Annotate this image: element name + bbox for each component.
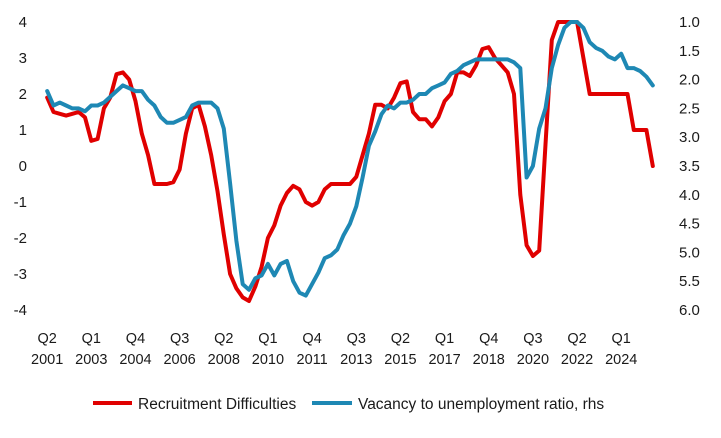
x-axis-quarter-label: Q4 (479, 331, 498, 347)
left-axis-tick-label: -2 (14, 230, 27, 247)
recruitment-difficulties-line (45, 20, 655, 303)
left-axis-tick-label: -3 (14, 266, 27, 283)
x-axis-year-label: 2017 (428, 352, 460, 368)
right-axis-tick-label: 3.5 (679, 158, 700, 175)
x-axis-year-label: 2018 (473, 352, 505, 368)
series-lines (45, 20, 655, 303)
x-axis-year-label: 2013 (340, 352, 372, 368)
x-axis-year-label: 2022 (561, 352, 593, 368)
legend: Recruitment Difficulties Vacancy to unemp… (93, 396, 604, 413)
left-axis-tick-label: 1 (19, 122, 27, 139)
x-axis-quarter-label: Q1 (435, 331, 454, 347)
left-axis-ticks: 4 3 2 1 0 -1 -2 -3 -4 (14, 14, 27, 319)
left-axis-tick-label: 0 (19, 158, 27, 175)
right-axis-tick-label: 1.5 (679, 43, 700, 60)
right-axis-ticks: 1.0 1.5 2.0 2.5 3.0 3.5 4.0 4.5 5.0 5.5 6.0 (679, 14, 700, 319)
right-axis-tick-label: 1.0 (679, 14, 700, 31)
x-axis-year-label: 2011 (297, 352, 328, 368)
x-axis-year-label: 2015 (384, 352, 416, 368)
x-axis-year-label: 2006 (163, 352, 195, 368)
legend-label-vacancy: Vacancy to unemployment ratio, rhs (358, 396, 604, 413)
right-axis-tick-label: 6.0 (679, 302, 700, 319)
right-axis-tick-label: 5.0 (679, 244, 700, 261)
x-axis-year-label: 2004 (119, 352, 151, 368)
right-axis-tick-label: 2.0 (679, 72, 700, 89)
x-axis-quarter-label: Q3 (170, 331, 189, 347)
left-axis-tick-label: -1 (14, 194, 27, 211)
right-axis-tick-label: 2.5 (679, 100, 700, 117)
x-axis-quarter-label: Q2 (567, 331, 586, 347)
right-axis-tick-label: 4.0 (679, 187, 700, 204)
x-axis-quarter-label: Q2 (391, 331, 410, 347)
left-axis-tick-label: 4 (19, 14, 27, 31)
x-axis-quarter-label: Q1 (258, 331, 277, 347)
x-axis-quarter-label: Q3 (523, 331, 542, 347)
x-axis-quarter-label: Q1 (82, 331, 101, 347)
right-axis-tick-label: 5.5 (679, 273, 700, 290)
right-axis-tick-label: 3.0 (679, 129, 700, 146)
left-axis-tick-label: -4 (14, 302, 27, 319)
x-axis-quarter-label: Q4 (302, 331, 321, 347)
x-axis-quarter-label: Q1 (612, 331, 631, 347)
x-axis-year-label: 2001 (31, 352, 63, 368)
right-axis-tick-label: 4.5 (679, 216, 700, 233)
x-axis-quarter-label: Q2 (37, 331, 56, 347)
legend-label-recruitment: Recruitment Difficulties (138, 396, 296, 413)
x-axis-year-label: 2010 (252, 352, 284, 368)
x-axis-quarter-label: Q2 (214, 331, 233, 347)
x-axis-year-label: 2020 (517, 352, 549, 368)
vacancy-unemployment-ratio-line (45, 20, 655, 298)
x-axis-year-label: 2008 (208, 352, 240, 368)
x-axis-quarter-label: Q4 (126, 331, 145, 347)
left-axis-tick-label: 3 (19, 50, 27, 67)
x-axis-quarter-label: Q3 (347, 331, 366, 347)
x-axis-year-label: 2024 (605, 352, 637, 368)
x-axis-ticks: Q2 2001 Q1 2003 Q4 2004 Q3 2006 Q2 2008 Q1 2010 Q4 20… (31, 331, 637, 368)
x-axis-year-label: 2003 (75, 352, 107, 368)
left-axis-tick-label: 2 (19, 86, 27, 103)
